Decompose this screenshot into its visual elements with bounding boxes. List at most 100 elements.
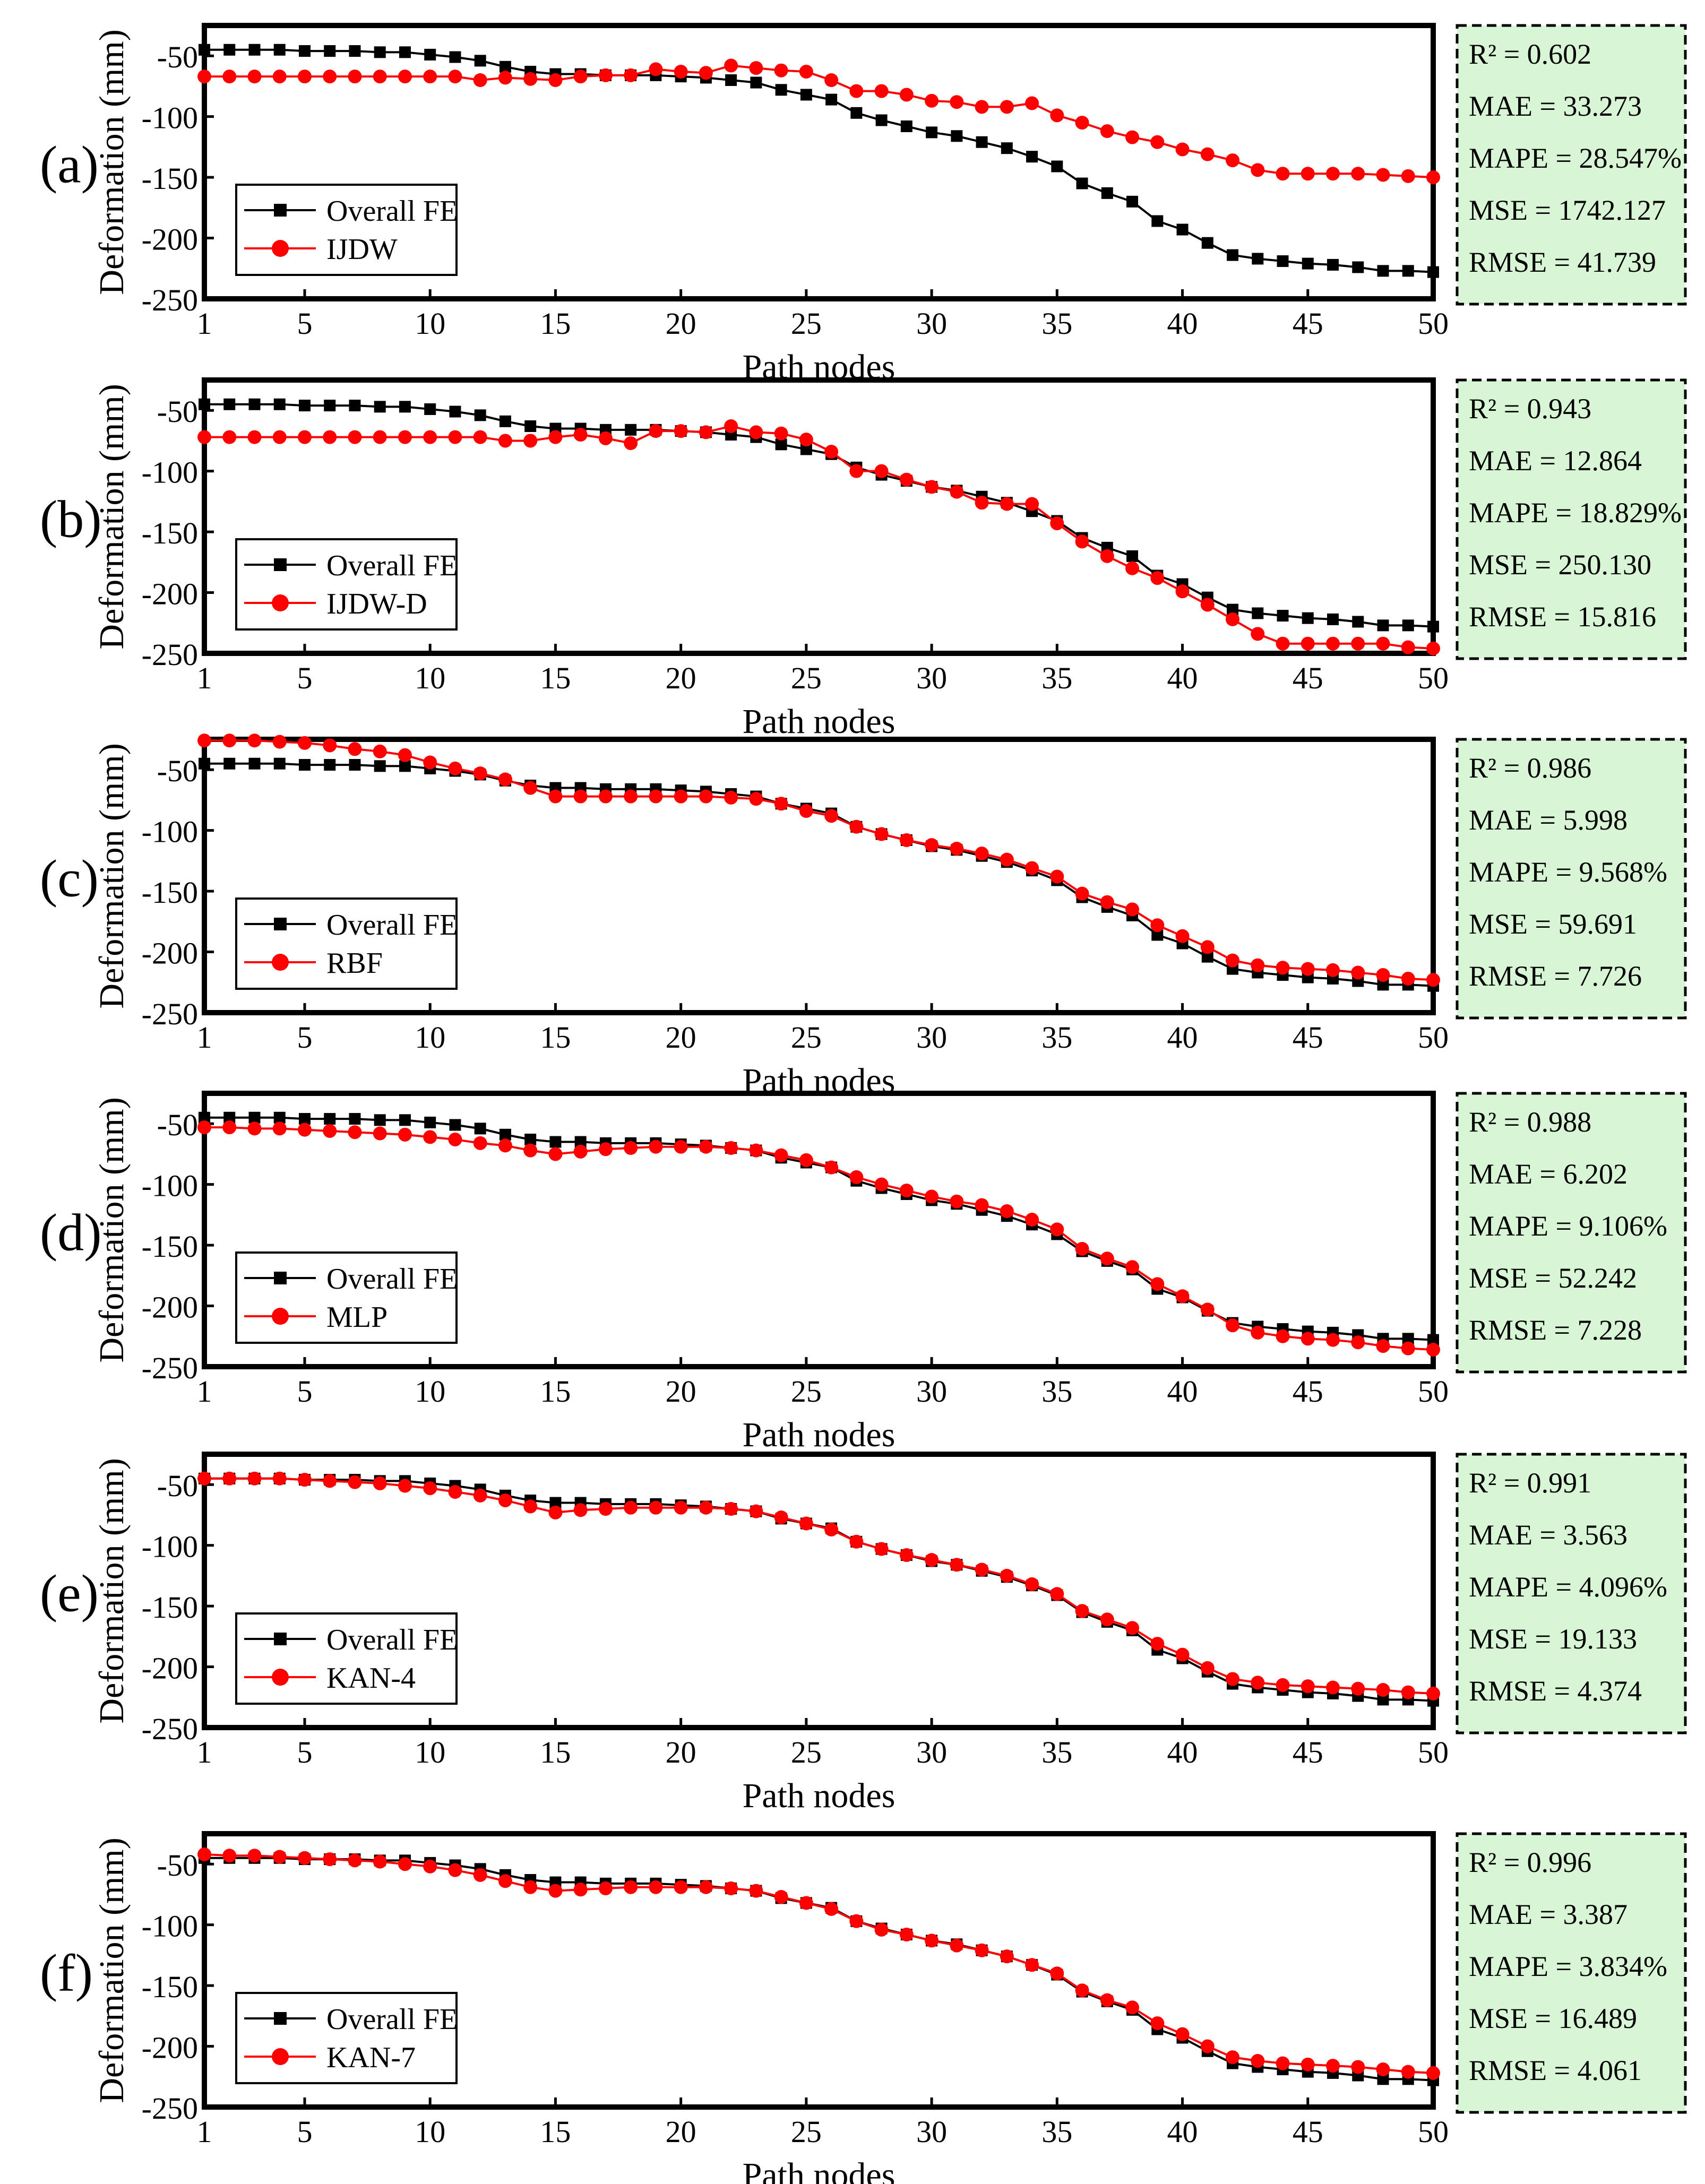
data-point-circle [624,1880,638,1894]
y-tick-label: -150 [142,1590,198,1625]
data-point-circle [1100,895,1114,909]
data-point-circle [498,1493,512,1507]
data-point-circle [1025,96,1039,110]
data-point-square [1227,603,1239,616]
metric-text: MAE = 5.998 [1469,804,1628,836]
metric-text: RMSE = 41.739 [1469,246,1656,278]
data-point-circle [247,1121,262,1136]
data-point-circle [975,496,989,510]
data-point-circle [1351,2060,1365,2074]
data-point-square [223,398,236,410]
data-point-circle [548,1147,563,1161]
data-point-circle [1276,1678,1290,1692]
metrics-frame [1456,1453,1687,1734]
data-point-circle [247,1849,262,1863]
data-point-circle [272,735,287,749]
x-tick-label: 15 [540,661,571,695]
data-point-square [1427,620,1439,633]
data-point-square [1151,929,1164,941]
data-point-circle [373,1476,387,1490]
data-point-circle [1000,100,1014,114]
data-point-circle [925,1933,939,1948]
legend-marker-square [274,1633,287,1645]
data-point-circle [824,73,839,87]
x-tick-label: 35 [1041,1735,1072,1769]
data-point-circle [1025,861,1039,875]
x-tick-label: 10 [415,1020,445,1055]
data-point-square [298,759,311,771]
metric-text: MAE = 3.563 [1469,1519,1628,1551]
data-point-circle [1276,1329,1290,1343]
plot-frame [202,1452,1436,1730]
data-point-circle [348,1475,362,1489]
x-tick-label: 20 [666,661,696,695]
y-tick-label: -200 [142,2031,198,2065]
data-point-circle [272,1121,287,1136]
metrics-frame [1456,738,1687,1020]
y-axis-label: Deformation (mm) [92,743,131,1008]
data-point-circle [373,1126,387,1141]
data-point-circle [598,431,613,445]
data-point-circle [373,1854,387,1869]
data-point-circle [272,1850,287,1864]
data-point-square [474,1123,486,1135]
x-tick-label: 5 [297,661,312,695]
data-point-circle [774,63,788,77]
data-point-circle [874,1542,889,1556]
series-line [204,64,1434,179]
data-point-circle [1175,142,1190,157]
data-point-circle [247,430,262,444]
data-point-circle [1050,516,1064,531]
y-tick-label: -150 [142,161,198,196]
y-tick-label: -100 [142,1909,198,1944]
data-point-circle [950,95,964,109]
series-prediction [197,1471,1440,1700]
y-tick-label: -100 [142,1530,198,1564]
y-tick-label: -50 [157,1469,198,1503]
data-point-circle [1050,108,1064,123]
data-point-circle [448,430,462,444]
data-point-circle [297,1123,312,1137]
legend-marker-square [274,558,287,571]
data-point-square [273,757,286,770]
data-point-circle [950,1194,964,1208]
y-tick-label: -100 [142,1169,198,1203]
data-point-circle [1301,167,1315,181]
data-point-circle [1025,497,1039,511]
data-point-circle [1251,1325,1265,1340]
data-point-circle [498,71,512,85]
data-point-circle [1301,636,1315,651]
data-point-circle [222,1120,237,1135]
data-point-circle [1251,2054,1265,2068]
y-tick-label: -250 [142,1351,198,1385]
legend-marker-circle [272,594,289,611]
data-point-circle [699,1140,713,1154]
data-point-circle [297,736,312,750]
data-point-circle [473,73,487,87]
legend-marker-square [274,1272,287,1284]
data-point-circle [1000,497,1014,511]
data-point-circle [373,744,387,758]
data-point-circle [1226,612,1240,626]
metric-text: MAE = 33.273 [1469,90,1642,122]
data-point-square [524,1133,537,1145]
data-point-square [449,51,461,63]
data-point-circle [1125,1621,1140,1635]
data-point-circle [1175,2027,1190,2041]
data-point-circle [1100,1612,1114,1627]
data-point-circle [799,1153,813,1167]
data-point-square [199,44,210,56]
data-point-circle [824,809,839,823]
data-point-square [1377,619,1389,632]
data-point-circle [197,1847,211,1861]
legend-label: IJDW-D [326,588,427,620]
x-tick-label: 40 [1167,1735,1198,1769]
data-point-circle [348,430,362,444]
data-point-circle [1251,1676,1265,1690]
data-point-circle [699,789,713,804]
data-point-square [374,760,386,772]
data-point-circle [1426,170,1440,185]
data-point-circle [523,1499,538,1514]
